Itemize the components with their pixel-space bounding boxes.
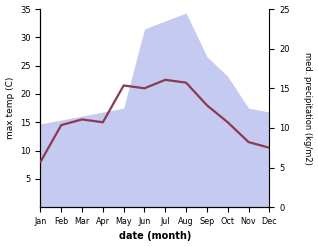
Y-axis label: max temp (C): max temp (C) (5, 77, 15, 139)
X-axis label: date (month): date (month) (119, 231, 191, 242)
Y-axis label: med. precipitation (kg/m2): med. precipitation (kg/m2) (303, 52, 313, 165)
